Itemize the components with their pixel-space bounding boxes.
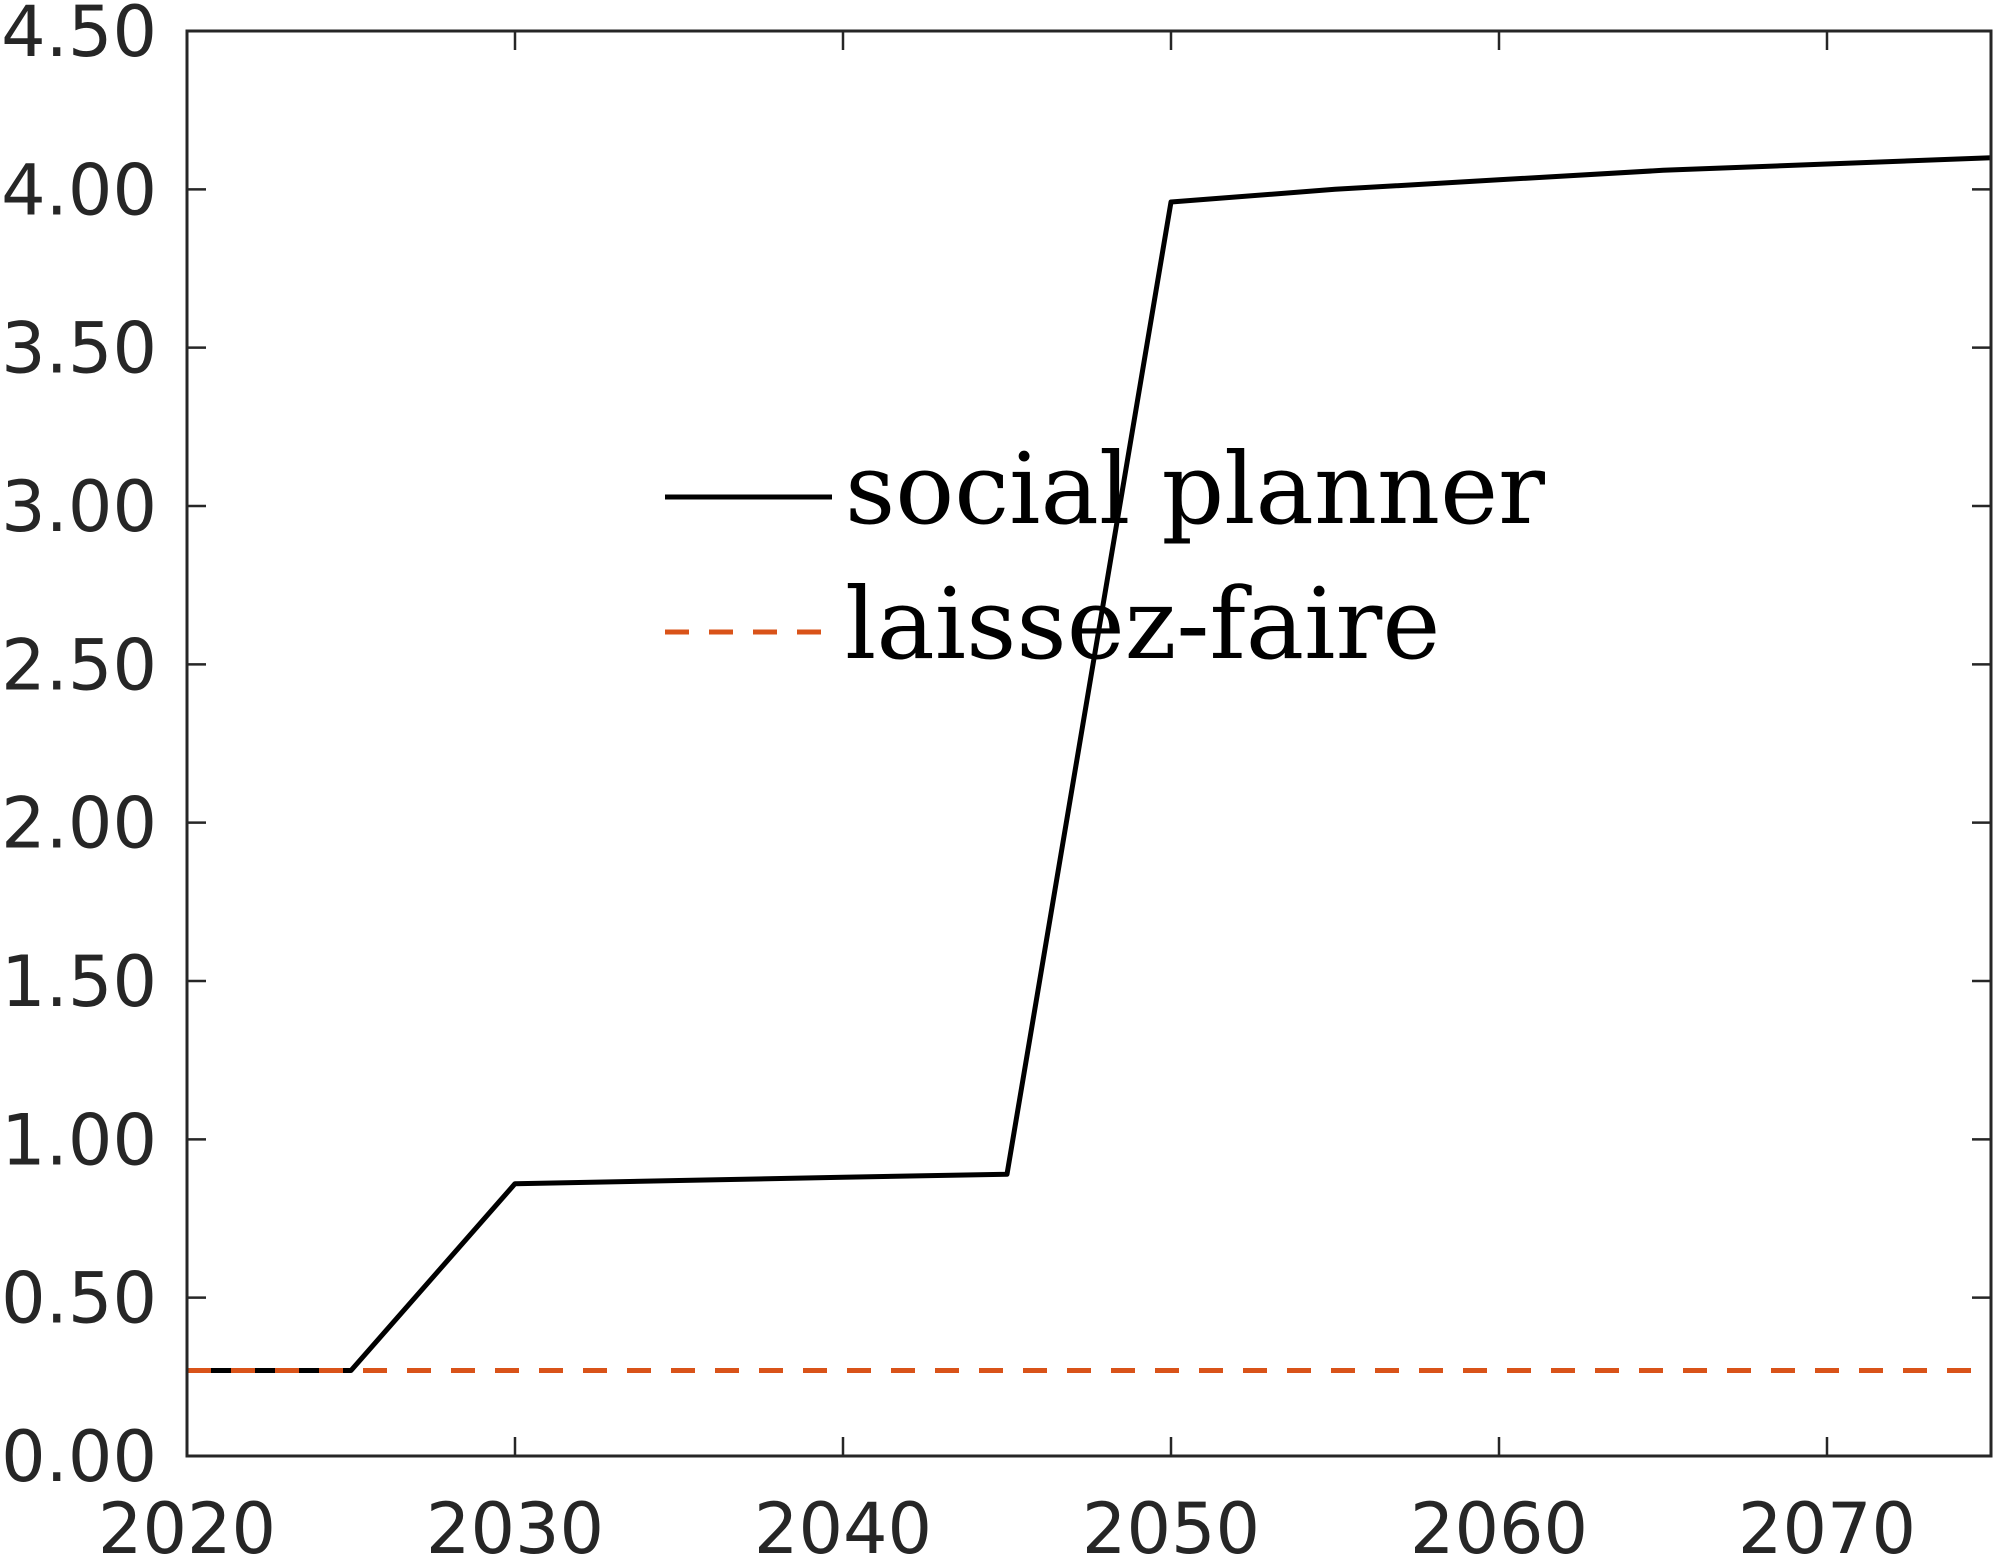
legend-label-1: laissez-faire [845,568,1440,682]
x-tick-label: 2040 [754,1488,932,1554]
y-tick-label: 4.00 [1,149,157,231]
x-tick-labels: 2020 2030 2040 2050 2060 2070 [98,1488,1916,1554]
legend-label-0: social planner [845,433,1545,547]
plot-frame [185,29,1993,1458]
legend: social planner laissez-faire [665,433,1545,682]
y-tick-label: 3.50 [1,308,157,390]
axis-ticks [185,29,1991,1458]
y-tick-label: 2.50 [1,624,157,706]
y-tick-label: 1.00 [1,1099,157,1181]
y-tick-label: 0.00 [1,1416,157,1498]
y-tick-label: 3.00 [1,466,157,548]
x-tick-label: 2020 [98,1488,276,1554]
y-tick-labels: 0.00 0.50 1.00 1.50 2.00 2.50 3.00 3.50 4.00 4.50 [1,0,157,1498]
y-tick-label: 1.50 [1,941,157,1023]
x-tick-label: 2050 [1082,1488,1260,1554]
y-tick-label: 2.00 [1,783,157,865]
series-line-0 [187,155,1992,1373]
y-tick-label: 4.50 [1,0,157,73]
x-tick-label: 2030 [426,1488,604,1554]
x-tick-label: 2060 [1410,1488,1588,1554]
x-tick-label: 2070 [1738,1488,1916,1554]
y-tick-label: 0.50 [1,1258,157,1340]
series-layer [187,155,1992,1373]
